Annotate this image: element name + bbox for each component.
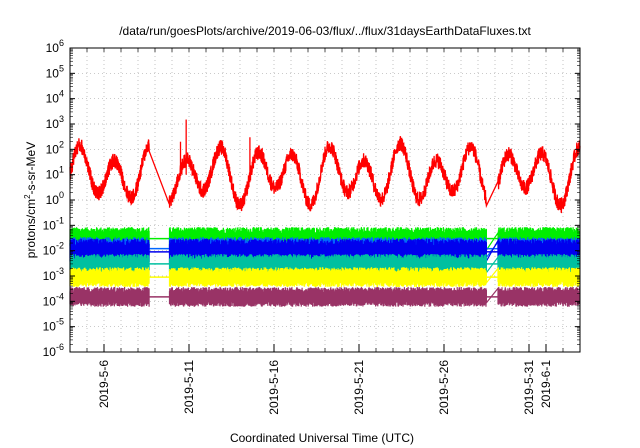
series-layer: [69, 119, 581, 307]
x-axis-label: Coordinated Universal Time (UTC): [230, 431, 414, 445]
y-tick-label: 104: [46, 89, 64, 106]
x-tick-label: 2019-5-21: [352, 360, 366, 415]
y-tick-label: 103: [46, 114, 64, 131]
x-tick-label: 2019-5-16: [267, 360, 281, 415]
y-tick-label: 10-1: [43, 215, 64, 232]
flux-band-series: [69, 286, 581, 307]
y-axis: 10-6 10-5 10-4 10-3 10-2 10-1 100 101 102 103 104 1…: [43, 38, 580, 359]
y-tick-label: 10-2: [43, 241, 64, 258]
y-tick-label: 102: [46, 139, 64, 156]
x-tick-label: 2019-6-1: [539, 360, 553, 408]
y-tick-label: 105: [46, 63, 64, 80]
x-tick-label: 2019-5-6: [97, 360, 111, 408]
x-tick-label: 2019-5-31: [522, 360, 536, 415]
x-axis: 2019-5-6 2019-5-11 2019-5-16 2019-5-21 2019-…: [69, 48, 581, 415]
red-flux-series: [69, 135, 581, 214]
y-tick-label: 106: [46, 38, 64, 55]
y-tick-label: 10-4: [43, 291, 64, 308]
x-tick-label: 2019-5-11: [182, 360, 196, 414]
x-tick-label: 2019-5-26: [437, 360, 451, 415]
y-tick-label: 10-6: [43, 342, 64, 359]
y-axis-label: protons/cm2-s-sr-MeV: [23, 142, 38, 258]
chart-title: /data/run/goesPlots/archive/2019-06-03/f…: [119, 24, 531, 38]
grid-lines: [70, 48, 580, 352]
y-tick-label: 100: [46, 190, 64, 207]
y-tick-label: 101: [46, 165, 64, 182]
y-tick-label: 10-5: [43, 317, 64, 334]
flux-band-series: [69, 266, 581, 288]
y-tick-label: 10-3: [43, 266, 64, 283]
